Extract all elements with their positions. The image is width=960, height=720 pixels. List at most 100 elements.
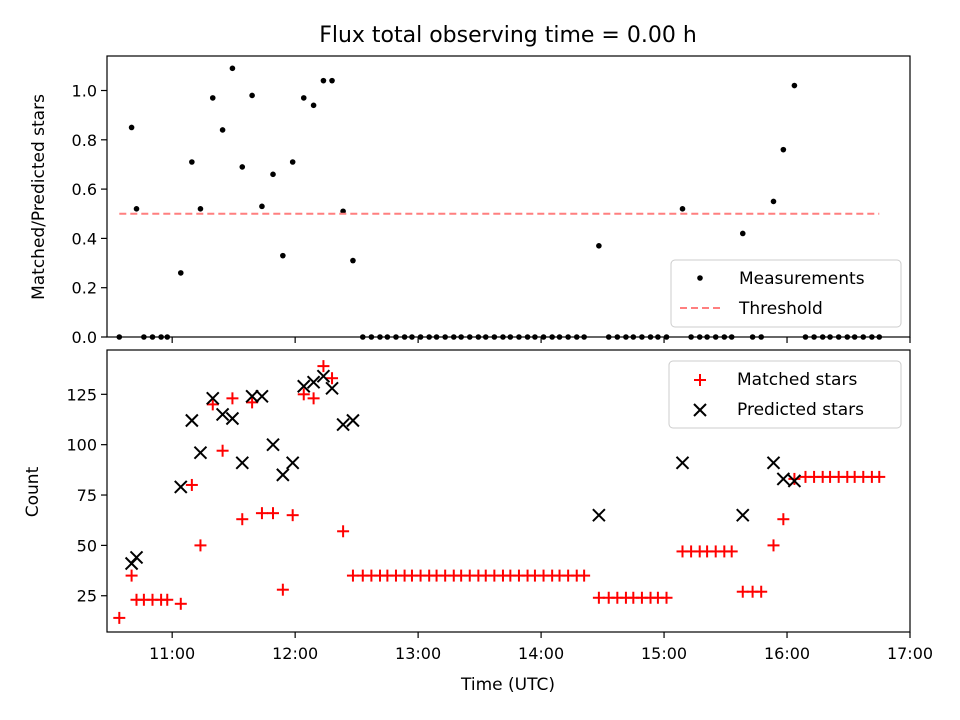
top-y-tick-label: 0.0	[72, 328, 97, 347]
matched-star-point	[317, 360, 330, 373]
legend-measurements-label: Measurements	[739, 269, 865, 289]
predicted-star-point	[297, 379, 311, 393]
top-y-tick-label: 1.0	[72, 82, 97, 101]
figure-title: Flux total observing time = 0.00 h	[319, 23, 697, 48]
measurement-point	[300, 95, 307, 101]
bottom-x-tick-label: 13:00	[395, 644, 441, 663]
predicted-star-point	[276, 468, 290, 482]
measurement-point	[270, 171, 276, 178]
measurement-point	[249, 92, 255, 99]
measurement-point	[128, 124, 135, 131]
measurement-point	[770, 198, 777, 205]
bottom-legend-box	[668, 360, 902, 429]
predicted-star-point	[225, 411, 240, 426]
matched-star-point	[788, 472, 801, 485]
top-legend: Measurements Threshold	[670, 259, 902, 328]
bottom-legend: Matched stars Predicted stars	[668, 360, 902, 429]
bottom-plot-frame	[106, 349, 911, 633]
bottom-y-tick-label: 50	[77, 536, 97, 555]
bottom-x-tick-label: 11:00	[149, 644, 195, 663]
measurement-point	[320, 77, 327, 84]
top-panel: Matched/Predicted stars 0.0 0.2 0.4 0.6 0.8 1…	[29, 55, 911, 347]
predicted-star-point	[766, 456, 781, 470]
matched-star-point	[113, 611, 126, 624]
predicted-star-point	[129, 550, 144, 565]
matched-star-point	[873, 470, 886, 483]
measurement-point	[280, 252, 286, 259]
top-y-tick-label: 0.8	[72, 131, 97, 150]
bottom-y-tick-label: 25	[77, 587, 97, 606]
matched-star-point	[216, 444, 229, 457]
measurement-point	[350, 257, 356, 264]
measurement-point	[596, 242, 602, 249]
measurement-point	[289, 159, 296, 165]
predicted-star-point	[736, 508, 750, 522]
predicted-star-point	[346, 413, 360, 428]
predicted-star-point	[266, 437, 280, 452]
matched-star-point	[755, 585, 768, 598]
matched-star-point	[194, 539, 207, 552]
predicted-star-point	[193, 446, 208, 460]
bottom-x-axis-label: Time (UTC)	[460, 675, 555, 695]
bottom-x-tick-label: 15:00	[641, 644, 687, 663]
matched-star-point	[267, 507, 280, 520]
matched-star-point	[161, 593, 174, 606]
predicted-star-point	[185, 413, 199, 428]
legend-matched-marker	[694, 374, 706, 386]
top-y-ticks: 0.0 0.2 0.4 0.6 0.8 1.0	[72, 82, 107, 347]
bottom-series	[113, 360, 886, 624]
matched-star-point	[297, 388, 310, 401]
matched-star-point	[326, 372, 339, 385]
measurement-point	[133, 206, 140, 212]
matched-star-point	[185, 478, 198, 491]
predicted-star-point	[285, 456, 300, 470]
top-y-tick-label: 0.6	[72, 180, 97, 199]
matched-star-point	[255, 507, 268, 520]
predicted-star-point	[316, 369, 331, 383]
matched-star-point	[337, 525, 350, 538]
predicted-star-point	[245, 389, 259, 404]
top-y-tick-label: 0.2	[72, 279, 97, 298]
matched-star-point	[660, 591, 673, 604]
measurement-point	[209, 95, 216, 101]
measurement-point	[340, 208, 346, 215]
legend-measurements-marker	[697, 275, 703, 281]
measurement-point	[739, 230, 746, 237]
bottom-panel: Count Time (UTC) 25 50 75 100 125 11:00 12:00…	[23, 349, 933, 695]
legend-threshold-label: Threshold	[738, 299, 823, 319]
bottom-y-axis-label: Count	[23, 466, 43, 517]
measurement-point	[239, 164, 246, 170]
bottom-x-tick-label: 16:00	[764, 644, 810, 663]
measurement-point	[329, 77, 335, 84]
predicted-star-point	[174, 480, 188, 494]
bottom-y-tick-label: 100	[66, 436, 97, 455]
predicted-star-point	[206, 391, 220, 406]
matched-star-point	[276, 583, 289, 596]
legend-predicted-marker	[693, 403, 707, 417]
measurement-point	[310, 102, 317, 109]
bottom-x-tick-label: 12:00	[272, 644, 318, 663]
measurement-point	[259, 203, 265, 210]
matched-star-point	[725, 545, 738, 558]
matched-star-point	[777, 513, 790, 526]
bottom-y-ticks: 25 50 75 100 125	[66, 385, 107, 606]
predicted-star-point	[675, 456, 690, 470]
predicted-star-point	[235, 456, 249, 470]
measurement-point	[679, 206, 686, 212]
legend-predicted-label: Predicted stars	[737, 400, 864, 420]
predicted-star-point	[325, 381, 339, 395]
measurement-point	[780, 146, 787, 153]
measurement-point	[177, 270, 184, 276]
matched-star-point	[767, 539, 780, 552]
top-legend-box	[670, 259, 902, 328]
matched-star-point	[206, 398, 219, 411]
matched-star-point	[226, 392, 239, 405]
legend-matched-label: Matched stars	[737, 370, 857, 390]
bottom-x-tick-label: 14:00	[518, 644, 564, 663]
predicted-star-point	[255, 389, 269, 404]
predicted-star-point	[592, 508, 606, 522]
matched-star-point	[286, 509, 299, 522]
measurement-point	[219, 127, 226, 133]
bottom-x-ticks: 11:00 12:00 13:00 14:00 15:00 16:00 17:00	[149, 632, 933, 663]
bottom-y-tick-label: 125	[66, 385, 97, 404]
